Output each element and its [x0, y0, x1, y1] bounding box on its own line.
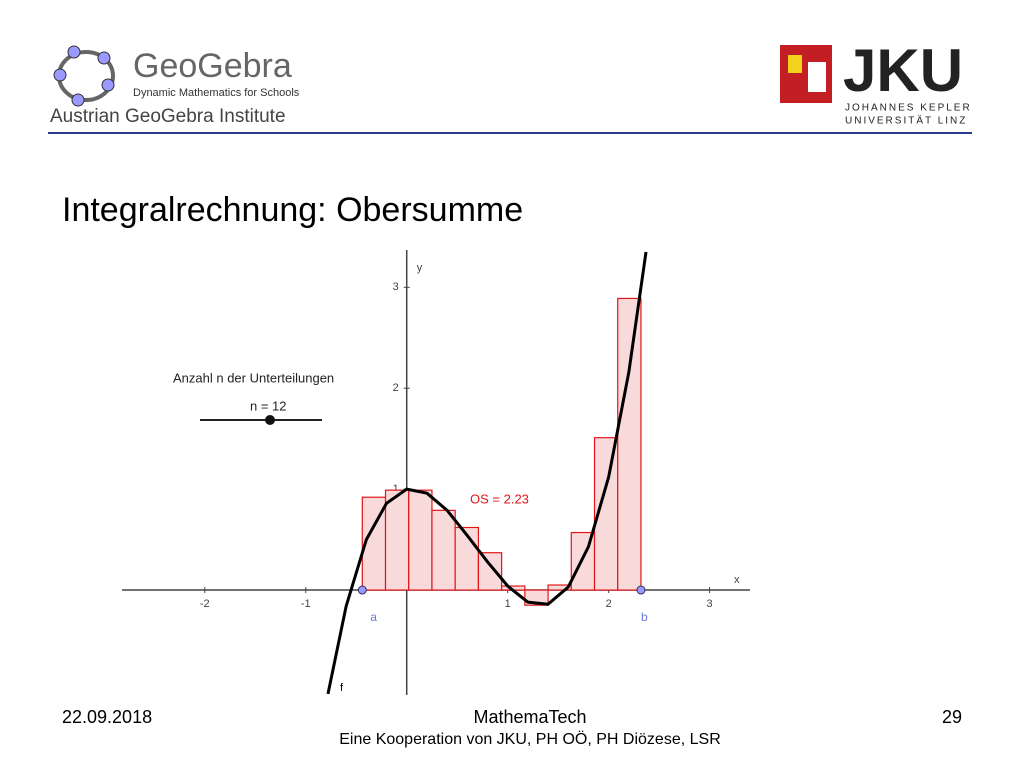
endpoint: [357, 585, 367, 595]
endpoint-label: b: [641, 610, 648, 624]
university-line: JOHANNES KEPLER: [845, 103, 972, 114]
brand: GeoGebra: [133, 47, 292, 85]
university: JKU: [843, 37, 963, 104]
x-tick-label: 3: [707, 598, 713, 610]
footer-note: Eine Kooperation von JKU, PH OÖ, PH Diöz…: [339, 730, 721, 748]
y-tick-label: 3: [393, 281, 399, 293]
page-number: 29: [942, 707, 962, 727]
x-tick-label: -1: [301, 598, 311, 610]
footer-date: 22.09.2018: [62, 707, 152, 727]
curve-label: f: [340, 682, 344, 694]
y-tick-label: 1: [393, 483, 399, 495]
institute: Austrian GeoGebra Institute: [50, 106, 286, 127]
university-line: UNIVERSITÄT LINZ: [845, 115, 967, 127]
bar: [384, 489, 410, 591]
slide-title: Integralrechnung: Obersumme: [62, 191, 523, 229]
jku-crest: [780, 45, 832, 103]
function-curve: [326, 251, 648, 695]
slider-value: n = 12: [250, 398, 287, 413]
y-tick-label: 2: [393, 382, 399, 394]
bar: [617, 297, 642, 591]
sum-annotation: OS = 2.23: [470, 491, 529, 506]
x-axis-label: x: [734, 574, 740, 586]
bar: [431, 509, 456, 591]
endpoint: [636, 585, 646, 595]
endpoint-label: a: [370, 610, 377, 624]
x-tick-label: -2: [200, 598, 210, 610]
y-axis-label: y: [417, 262, 423, 274]
tagline: Dynamic Mathematics for Schools: [133, 87, 300, 99]
geogebra-logo: [53, 45, 115, 107]
bar: [408, 489, 433, 591]
bar: [477, 552, 503, 591]
slider-knob[interactable]: [265, 415, 275, 425]
x-tick-label: 1: [505, 598, 511, 610]
x-tick-label: 2: [606, 598, 612, 610]
slider-caption: Anzahl n der Unterteilungen: [173, 370, 334, 385]
footer-event: MathemaTech: [473, 707, 586, 727]
